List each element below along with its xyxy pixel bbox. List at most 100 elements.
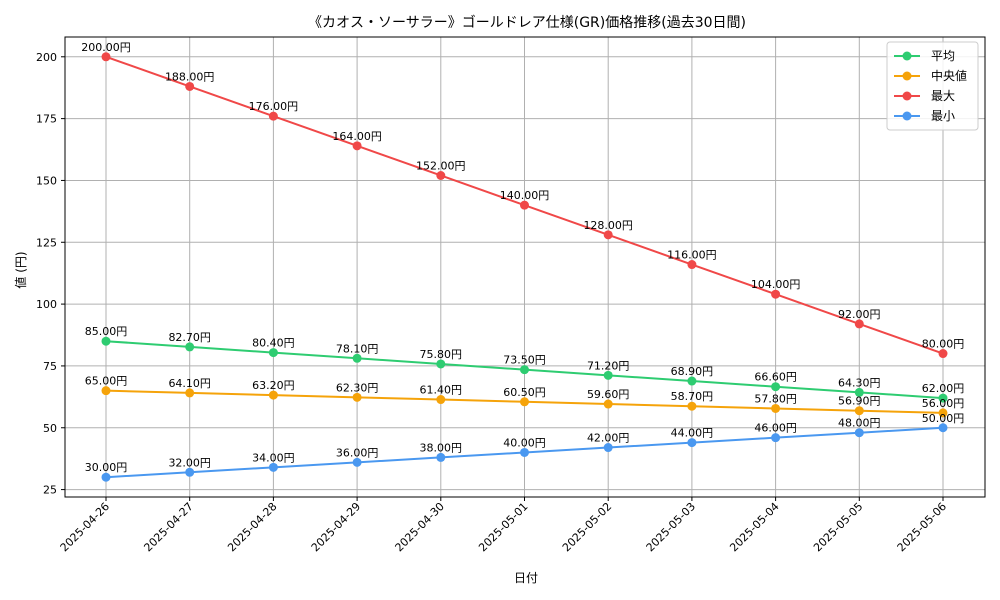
- legend-entry: 中央値: [931, 68, 967, 83]
- data-label: 42.00円: [587, 432, 630, 445]
- data-point: [268, 462, 278, 472]
- y-tick-label: 175: [36, 113, 57, 126]
- legend-entry: 最大: [931, 89, 955, 103]
- data-point: [520, 365, 529, 375]
- data-point: [101, 472, 111, 482]
- y-tick-label: 100: [36, 298, 57, 311]
- data-point: [603, 370, 613, 380]
- data-label: 80.00円: [922, 338, 965, 351]
- x-axis-label: 日付: [514, 571, 538, 585]
- data-point: [185, 342, 195, 352]
- data-label: 140.00円: [500, 189, 550, 202]
- data-label: 116.00円: [667, 249, 717, 262]
- data-point: [771, 289, 781, 299]
- data-label: 62.30円: [336, 381, 379, 394]
- data-label: 71.20円: [587, 359, 630, 372]
- data-label: 104.00円: [751, 278, 801, 291]
- data-label: 57.80円: [754, 392, 797, 405]
- data-label: 73.50円: [503, 354, 546, 367]
- data-point: [101, 336, 111, 346]
- y-tick-label: 125: [36, 236, 57, 249]
- data-point: [771, 433, 781, 443]
- data-label: 32.00円: [168, 456, 211, 469]
- data-point: [185, 388, 195, 398]
- data-label: 63.20円: [252, 379, 295, 392]
- legend-box: [886, 41, 979, 131]
- data-label: 62.00円: [922, 382, 965, 395]
- data-label: 128.00円: [583, 219, 633, 232]
- y-tick-label: 50: [43, 422, 57, 435]
- data-label: 152.00円: [416, 159, 466, 172]
- data-label: 59.60円: [587, 388, 630, 401]
- data-label: 64.30円: [838, 376, 881, 389]
- data-point: [185, 467, 195, 477]
- data-point: [854, 406, 864, 416]
- data-point: [687, 260, 697, 270]
- legend-marker: [902, 111, 912, 121]
- data-label: 30.00円: [85, 461, 128, 474]
- data-label: 56.90円: [838, 395, 881, 408]
- data-point: [520, 447, 529, 457]
- data-point: [687, 438, 697, 448]
- data-point: [268, 348, 278, 358]
- data-point: [436, 170, 446, 180]
- data-point: [854, 387, 864, 397]
- data-label: 85.00円: [85, 325, 128, 338]
- data-label: 40.00円: [503, 436, 546, 449]
- data-point: [436, 452, 446, 462]
- data-point: [185, 81, 195, 91]
- data-label: 61.40円: [420, 384, 463, 397]
- y-tick-label: 75: [43, 360, 57, 373]
- data-label: 58.70円: [671, 390, 714, 403]
- data-point: [101, 386, 111, 396]
- data-label: 75.80円: [420, 348, 463, 361]
- data-point: [352, 392, 362, 402]
- data-label: 56.00円: [922, 397, 965, 410]
- data-point: [938, 349, 948, 359]
- data-point: [520, 200, 529, 210]
- data-point: [352, 457, 362, 467]
- data-point: [854, 428, 864, 438]
- data-label: 34.00円: [252, 451, 295, 464]
- legend-marker: [902, 91, 912, 101]
- data-point: [687, 401, 697, 411]
- data-label: 80.40円: [252, 337, 295, 350]
- legend-marker: [902, 51, 912, 61]
- data-point: [268, 111, 278, 121]
- data-point: [603, 399, 613, 409]
- data-point: [520, 397, 529, 407]
- data-label: 200.00円: [81, 41, 131, 54]
- data-label: 38.00円: [420, 441, 463, 454]
- data-point: [687, 376, 697, 386]
- y-tick-label: 200: [36, 51, 57, 64]
- chart-title: 《カオス・ソーサラー》ゴールドレア仕様(GR)価格推移(過去30日間): [308, 14, 746, 31]
- data-label: 78.10円: [336, 342, 379, 355]
- data-labels: 85.00円 82.70円 80.40円 78.10円 75.80円 73.50円 71.2…: [81, 41, 964, 474]
- data-label: 164.00円: [332, 130, 382, 143]
- data-point: [268, 390, 278, 400]
- legend-entry: 平均: [931, 49, 955, 63]
- y-tick-label: 150: [36, 174, 57, 187]
- data-label: 36.00円: [336, 446, 379, 459]
- data-point: [603, 443, 613, 453]
- data-label: 46.00円: [754, 422, 797, 435]
- data-label: 50.00円: [922, 412, 965, 425]
- data-point: [854, 319, 864, 329]
- data-point: [938, 423, 948, 433]
- y-axis-label: 値 (円): [13, 251, 28, 288]
- data-label: 64.10円: [168, 377, 211, 390]
- data-point: [603, 230, 613, 240]
- data-point: [938, 393, 948, 403]
- data-point: [771, 403, 781, 413]
- data-label: 68.90円: [671, 365, 714, 378]
- data-label: 60.50円: [503, 386, 546, 399]
- data-label: 48.00円: [838, 417, 881, 430]
- data-label: 92.00円: [838, 308, 881, 321]
- data-point: [436, 395, 446, 405]
- data-label: 66.60円: [754, 371, 797, 384]
- series-group: [101, 52, 948, 482]
- legend-marker: [902, 71, 912, 81]
